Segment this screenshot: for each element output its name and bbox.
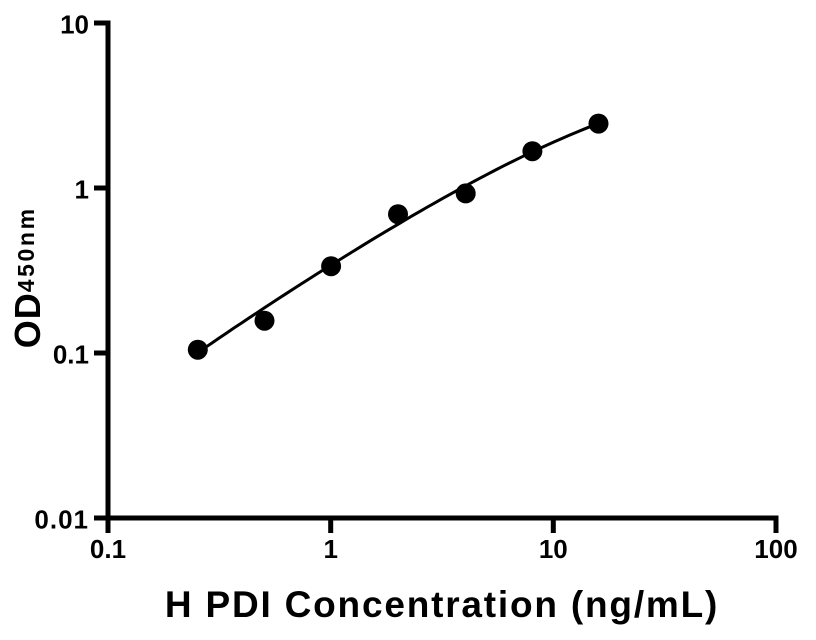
svg-text:0.01: 0.01	[34, 505, 89, 535]
svg-text:0.1: 0.1	[90, 534, 126, 564]
svg-text:10: 10	[60, 10, 89, 40]
svg-text:H PDI Concentration (ng/mL): H PDI Concentration (ng/mL)	[165, 584, 719, 625]
svg-text:10: 10	[539, 534, 568, 564]
svg-text:100: 100	[754, 534, 797, 564]
svg-text:1: 1	[323, 534, 337, 564]
svg-text:0.1: 0.1	[53, 340, 89, 370]
svg-text:1: 1	[75, 175, 89, 205]
